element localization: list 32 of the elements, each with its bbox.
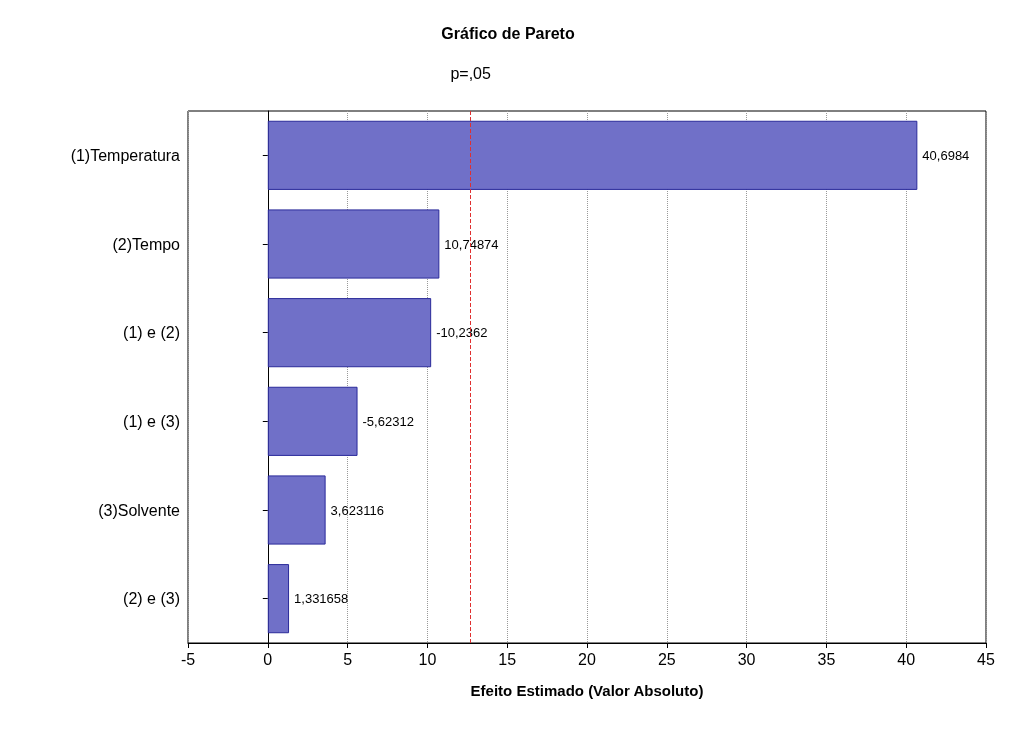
x-tick-label: 30 [737,650,756,668]
y-tick-label: (1) e (2) [123,324,180,342]
bar [267,120,918,190]
x-tick-label: 35 [817,650,836,668]
data-label: 10,74874 [444,236,499,252]
y-tick-label: (2)Tempo [112,235,181,253]
y-tick-label: (1) e (3) [123,412,180,430]
ref-line-label: p=,05 [450,64,491,82]
data-label: 40,6984 [922,147,970,163]
x-tick-label: 40 [897,650,916,668]
bar [267,475,326,545]
data-label: 1,331658 [294,591,349,607]
x-tick-label: 45 [977,650,995,668]
x-tick-label: 5 [343,650,353,668]
data-label: 3,623116 [330,502,384,518]
x-axis-title: Efeito Estimado (Valor Absoluto) [470,682,704,699]
data-label: -10,2362 [436,325,488,341]
x-tick-label: 0 [263,650,273,668]
x-tick-label: 20 [578,650,596,668]
bar [267,564,290,634]
x-tick-label: 10 [418,650,437,668]
chart-title: Gráfico de Pareto [441,24,575,42]
y-tick-label: (2) e (3) [123,590,180,608]
y-tick-label: (1)Temperatura [70,146,181,164]
bar [267,209,440,279]
x-tick-label: 15 [498,650,517,668]
x-tick-label: -5 [180,650,196,668]
data-label: -5,62312 [362,413,414,429]
bar [267,298,432,368]
x-tick-label: 25 [657,650,676,668]
bar [267,386,358,456]
y-tick-label: (3)Solvente [98,501,181,519]
